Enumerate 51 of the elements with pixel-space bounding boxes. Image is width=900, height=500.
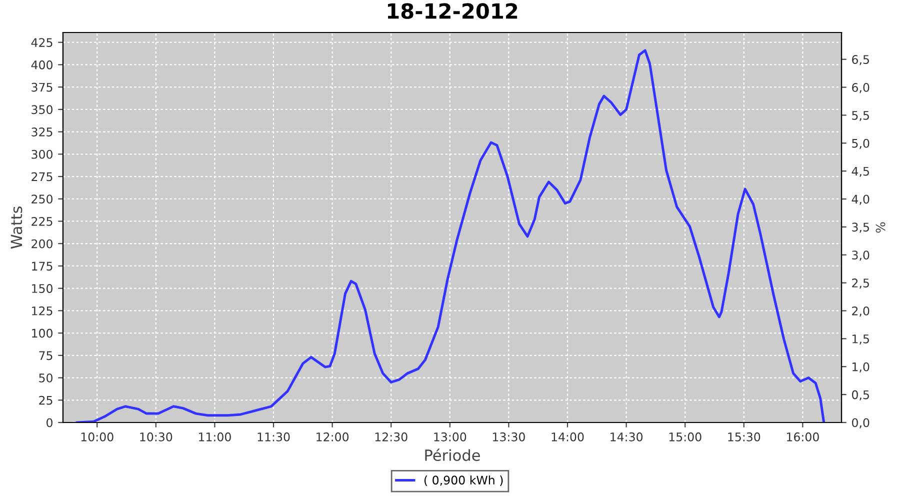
x-tick-label: 14:00 [552,432,584,442]
x-tick-label: 12:00 [316,432,349,442]
y2-tick-label: 2,5 [852,278,869,289]
x-tick-label: 15:30 [728,432,760,442]
y-tick-label: 75 [39,351,52,360]
y-tick-label: 50 [39,374,52,382]
y2-tick-label: 0,0 [852,418,870,428]
x-tick-label: 15:00 [669,432,702,442]
y2-tick-label: 6,5 [852,55,869,66]
x-tick-label: 14:30 [610,432,643,442]
x-tick-label: 10:00 [81,432,114,442]
x-tick-label: 16:00 [786,432,819,442]
y2-tick-label: 2,0 [852,306,870,317]
chart-title: 18-12-2012 [388,3,518,19]
y-tick-label: 300 [32,150,52,159]
y2-tick-label: 0,5 [852,390,869,400]
y2-tick-label: 6,0 [852,82,870,94]
line-series [76,49,826,422]
y-tick-label: 400 [31,60,52,70]
y-tick-label: 175 [32,262,52,271]
x-tick-label: 13:00 [434,432,466,442]
y-tick-label: 200 [32,239,52,248]
y-tick-label: 225 [32,216,52,226]
x-tick-label: 11:30 [258,432,290,442]
x-tick-label: 11:00 [198,432,231,442]
y-tick-label: 425 [31,38,52,47]
x-tick-label: 13:30 [492,432,525,442]
x-axis-title: Période [425,448,480,462]
y-tick-label: 125 [32,306,52,316]
y-tick-label: 250 [32,194,52,204]
y2-tick-label: 3,5 [852,222,869,233]
y2-tick-label: 4,5 [852,166,869,177]
y2-tick-label: 5,0 [852,138,870,149]
y-tick-label: 275 [32,172,52,182]
y2-tick-label: 1,5 [852,334,869,345]
y2-tick-label: 4,0 [852,194,870,205]
y-axis-title: Watts [10,206,22,249]
y2-tick-label: 5,5 [852,111,869,122]
y-tick-label: 25 [39,396,52,405]
y-tick-label: 100 [32,328,52,338]
y2-tick-label: 1,0 [852,362,870,372]
y-tick-label: 350 [32,105,52,114]
y2-tick-label: 3,0 [852,250,870,261]
legend-label: ( 0,900 kWh ) [424,475,503,486]
y-tick-label: 150 [32,284,52,293]
y-tick-label: 0 [46,418,52,428]
x-tick-label: 10:30 [140,432,172,442]
y-tick-label: 375 [32,82,52,92]
x-tick-label: 12:30 [375,432,408,442]
y2-axis-title: % [876,222,886,233]
y-tick-label: 325 [32,128,52,136]
